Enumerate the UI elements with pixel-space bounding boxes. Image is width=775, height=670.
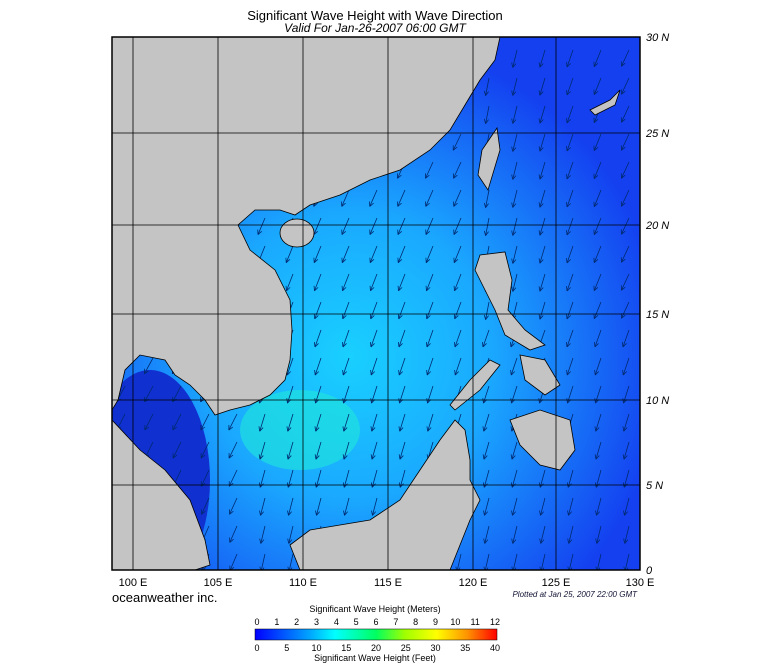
lon-label: 130 E [626,577,655,589]
feet-label: 10 [311,643,321,653]
lon-label: 120 E [459,577,488,589]
arrow-head [566,230,567,235]
map [90,37,640,590]
lat-label: 0 [646,565,653,577]
feet-label: 5 [284,643,289,653]
lat-label: 20 N [645,220,669,232]
lon-label: 125 E [542,577,571,589]
arrow-head [566,202,567,207]
feet-label: 35 [460,643,470,653]
lon-label: 100 E [119,577,148,589]
meters-label: 3 [314,617,319,627]
arrow-head [566,146,567,151]
arrow-head [426,342,427,347]
brand: oceanweather inc. [112,590,218,605]
meters-label: 8 [413,617,418,627]
arrow-head [314,342,315,347]
arrow-head [566,258,567,263]
meters-label: 0 [254,617,259,627]
arrow-head [566,174,567,179]
meters-label: 4 [334,617,339,627]
feet-label: 0 [254,643,259,653]
lat-label: 10 N [646,395,669,407]
arrow-head [566,118,567,123]
arrow-head [566,342,567,347]
colorbar-feet-title: Significant Wave Height (Feet) [314,653,436,663]
feet-label: 15 [341,643,351,653]
arrow-head [622,342,623,347]
meters-label: 7 [393,617,398,627]
hainan [280,219,314,247]
lat-label: 5 N [646,480,663,492]
arrow-head [566,286,567,291]
meters-label: 9 [433,617,438,627]
arrow-head [342,342,343,347]
feet-label: 20 [371,643,381,653]
meters-label: 10 [450,617,460,627]
lat-label: 30 N [646,32,669,44]
arrow-head [566,62,567,67]
meters-label: 11 [470,617,479,627]
arrow-head [398,342,399,347]
feet-label: 25 [401,643,411,653]
meters-label: 5 [354,617,359,627]
feet-label: 40 [490,643,500,653]
subtitle: Valid For Jan-26-2007 06:00 GMT [284,21,467,35]
meters-label: 6 [373,617,378,627]
lon-label: 105 E [204,577,233,589]
feet-label: 30 [430,643,440,653]
meters-label: 1 [274,617,279,627]
arrow-head [510,342,511,347]
arrow-head [370,342,371,347]
colorbar [255,629,497,640]
meters-label: 12 [490,617,500,627]
colorbar-meters-title: Significant Wave Height (Meters) [309,604,440,614]
arrow-head [566,90,567,95]
arrow-head [594,342,595,347]
lon-label: 110 E [289,577,317,589]
arrow-head [482,342,483,347]
meters-label: 2 [294,617,299,627]
arrow-head [454,342,455,347]
arrow-head [566,314,567,319]
plotted-note: Plotted at Jan 25, 2007 22:00 GMT [512,590,638,599]
lon-label: 115 E [374,577,402,589]
lat-label: 25 N [645,128,669,140]
lat-label: 15 N [646,309,669,321]
high-wave-zone [240,390,360,470]
